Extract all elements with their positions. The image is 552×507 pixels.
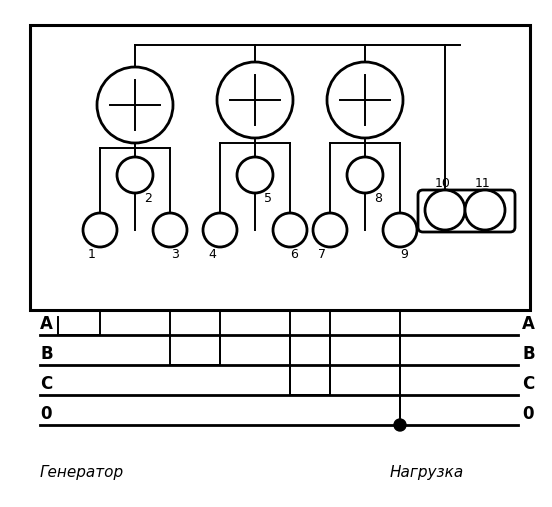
Text: Нагрузка: Нагрузка <box>390 464 464 480</box>
Circle shape <box>347 157 383 193</box>
Circle shape <box>394 419 406 431</box>
Circle shape <box>153 213 187 247</box>
Text: 2: 2 <box>144 192 152 205</box>
Text: Генератор: Генератор <box>40 464 124 480</box>
Text: 9: 9 <box>400 248 408 261</box>
FancyBboxPatch shape <box>418 190 515 232</box>
Circle shape <box>273 213 307 247</box>
Text: 11: 11 <box>475 177 491 190</box>
Text: B: B <box>40 345 52 363</box>
Text: A: A <box>40 315 53 333</box>
Circle shape <box>117 157 153 193</box>
Text: 0: 0 <box>522 405 533 423</box>
Circle shape <box>237 157 273 193</box>
Circle shape <box>383 213 417 247</box>
Text: 1: 1 <box>88 248 96 261</box>
Text: 6: 6 <box>290 248 298 261</box>
Text: 4: 4 <box>208 248 216 261</box>
Circle shape <box>217 62 293 138</box>
Circle shape <box>203 213 237 247</box>
Text: 0: 0 <box>40 405 51 423</box>
Text: 10: 10 <box>435 177 451 190</box>
Circle shape <box>83 213 117 247</box>
Bar <box>30 25 530 310</box>
Text: 8: 8 <box>374 192 382 205</box>
Text: 7: 7 <box>318 248 326 261</box>
Circle shape <box>465 190 505 230</box>
Text: A: A <box>522 315 535 333</box>
Circle shape <box>327 62 403 138</box>
Circle shape <box>97 67 173 143</box>
Text: C: C <box>40 375 52 393</box>
Text: 3: 3 <box>171 248 179 261</box>
Circle shape <box>313 213 347 247</box>
Text: B: B <box>522 345 535 363</box>
Circle shape <box>425 190 465 230</box>
Text: C: C <box>522 375 534 393</box>
Text: 5: 5 <box>264 192 272 205</box>
